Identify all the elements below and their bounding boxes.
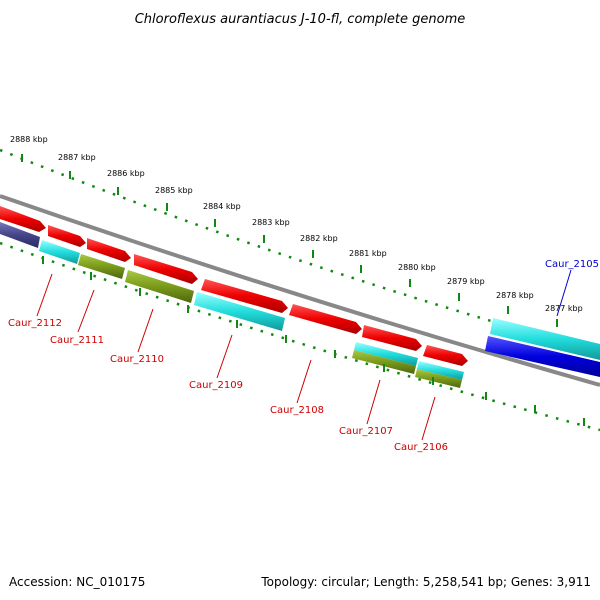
upper-ruler <box>0 148 600 354</box>
gene-arrow-2106[interactable] <box>423 345 468 366</box>
feature-cyan-2106[interactable] <box>417 361 464 380</box>
gene-label-2106[interactable]: Caur_2106 <box>394 442 448 453</box>
lower-major-ticks <box>42 256 585 426</box>
tick-label-2884: 2884 kbp <box>203 202 241 211</box>
map-title: Chloroflexus aurantiacus J-10-fl, comple… <box>135 12 466 27</box>
annotation-features <box>0 222 464 388</box>
tick-label-2885: 2885 kbp <box>155 186 193 195</box>
lower-ruler <box>0 241 600 432</box>
tick-label-2883: 2883 kbp <box>252 218 290 227</box>
feature-cyan-2109[interactable] <box>194 292 285 331</box>
gene-label-2112[interactable]: Caur_2112 <box>8 318 62 329</box>
gene-arrow-2108a[interactable] <box>201 279 288 313</box>
tick-label-2886: 2886 kbp <box>107 169 145 178</box>
gene-labels: Caur_2112 Caur_2111 Caur_2110 Caur_2109 … <box>8 259 599 453</box>
feature-olive-2107[interactable] <box>352 350 416 374</box>
tick-label-2877: 2877 kbp <box>545 304 583 313</box>
gene-cyan-2105[interactable] <box>490 318 600 360</box>
genome-summary-text: Topology: circular; Length: 5,258,541 bp… <box>260 575 591 589</box>
gene-label-2110[interactable]: Caur_2110 <box>110 354 164 365</box>
gene-arrow-2111[interactable] <box>48 225 86 247</box>
gene-arrow-2108b[interactable] <box>289 304 362 334</box>
gene-label-2107[interactable]: Caur_2107 <box>339 426 393 437</box>
feature-cyan-2107[interactable] <box>354 342 418 366</box>
tick-label-2888: 2888 kbp <box>10 135 48 144</box>
feature-purple[interactable] <box>0 222 40 248</box>
gene-label-2105[interactable]: Caur_2105 <box>545 259 599 270</box>
gene-arrow-2110[interactable] <box>87 238 131 262</box>
tick-label-2882: 2882 kbp <box>300 234 338 243</box>
gene-arrow-2107[interactable] <box>362 325 422 351</box>
forward-strand <box>0 206 468 366</box>
gene-blue-2105[interactable] <box>485 336 600 377</box>
tick-label-2878: 2878 kbp <box>496 291 534 300</box>
genome-backbone <box>0 194 600 387</box>
accession-text: Accession: NC_010175 <box>9 575 145 589</box>
feature-olive-2106[interactable] <box>415 369 462 388</box>
upper-major-ticks <box>21 154 558 327</box>
tick-label-2879: 2879 kbp <box>447 277 485 286</box>
feature-cyan-2112[interactable] <box>39 240 80 264</box>
gene-label-2111[interactable]: Caur_2111 <box>50 335 104 346</box>
gene-label-2108[interactable]: Caur_2108 <box>270 405 324 416</box>
feature-olive-2111[interactable] <box>78 254 125 279</box>
label-leaders <box>36 269 572 441</box>
gene-arrow-2109[interactable] <box>134 254 198 284</box>
gene-label-2109[interactable]: Caur_2109 <box>189 380 243 391</box>
feature-olive-2110[interactable] <box>125 270 194 303</box>
tick-label-2880: 2880 kbp <box>398 263 436 272</box>
tick-label-2881: 2881 kbp <box>349 249 387 258</box>
reverse-strand <box>485 318 600 377</box>
tick-label-2887: 2887 kbp <box>58 153 96 162</box>
scale-labels: 2888 kbp 2887 kbp 2886 kbp 2885 kbp 2884… <box>10 135 583 313</box>
gene-arrow-2112[interactable] <box>0 206 46 232</box>
